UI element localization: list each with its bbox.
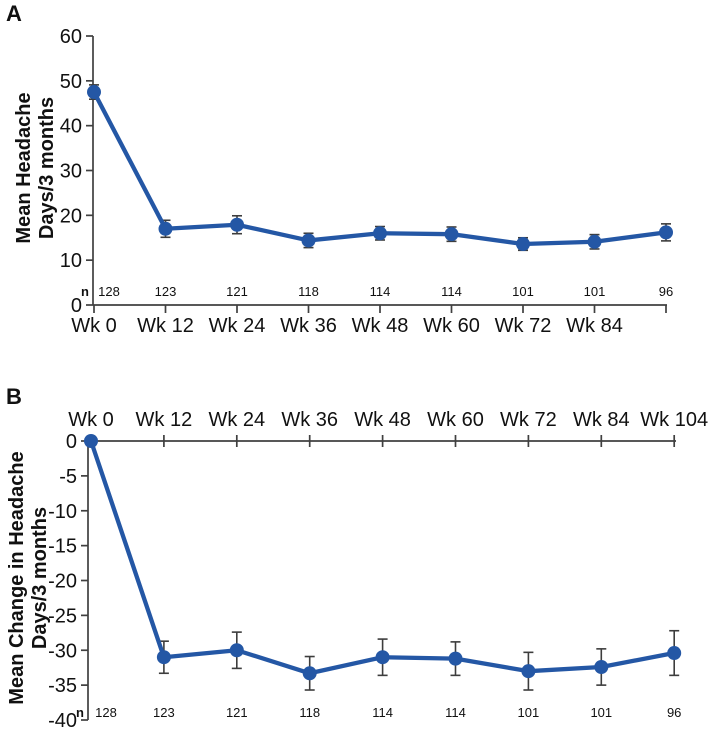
x-tick-label: Wk 84 [566,315,623,337]
data-point [659,225,673,240]
n-row-value: 101 [518,705,540,720]
x-tick-label: Wk 12 [137,315,194,337]
series-line [91,89,669,247]
n-row-label: n [81,284,89,299]
n-row-value: 96 [667,705,681,720]
data-point [158,221,173,236]
panel-a-label: A [6,1,22,26]
data-point [229,643,244,658]
n-row-value: 114 [445,705,466,720]
y-tick-label: 10 [60,250,82,272]
x-tick-label: Wk 60 [423,315,480,337]
panel-b-label: B [6,384,22,409]
x-tick-label: Wk 0 [68,409,114,431]
data-point [667,646,682,661]
n-row-value: 114 [370,284,391,299]
n-row-value: 123 [155,284,177,299]
y-tick-label: 50 [60,71,82,93]
data-point [84,434,98,448]
data-point [587,234,602,249]
n-row-value: 96 [659,284,673,299]
y-tick-label: -20 [48,571,77,593]
data-point [373,226,387,241]
x-tick-label: Wk 36 [281,409,338,431]
y-tick-label: 0 [71,295,82,317]
n-row-value: 121 [226,705,248,720]
panel-b-y-axis-title-line2: Days/3 months [29,507,51,649]
x-tick-label: Wk 48 [354,409,411,431]
y-tick-label: -30 [48,640,77,662]
data-point [521,664,536,679]
y-tick-label: 60 [60,26,82,48]
panel-b-y-axis-title-line1: Mean Change in Headache [6,451,28,704]
data-point [87,85,101,100]
data-point [516,237,530,252]
x-tick-label: Wk 12 [136,409,193,431]
y-tick-label: 40 [60,116,82,138]
x-tick-label: Wk 24 [209,315,266,337]
panel-a-y-axis-title-line2: Days/3 months [36,97,58,239]
y-tick-label: -10 [48,501,77,523]
n-row-value: 101 [590,705,612,720]
x-tick-label: Wk 72 [495,315,552,337]
n-row-value: 118 [299,705,320,720]
data-point [156,650,171,665]
panel-a-plot: 60 50 40 30 20 10 0Wk 0 Wk 12 Wk 24 Wk 36 Wk 48 Wk … [60,26,673,337]
n-row-value: 101 [512,284,534,299]
y-tick-label: 0 [66,431,77,453]
panel-b-plot: 0 -5 -10 -15 -20 -25 -30 -35 -40 Wk 0 Wk 12 Wk 24 Wk… [48,409,708,729]
n-row-value: 123 [153,705,175,720]
n-row-value: 128 [98,284,120,299]
y-tick-label: -40 [48,710,77,729]
x-tick-label: Wk 0 [71,315,117,337]
x-tick-label: Wk 48 [352,315,409,337]
x-tick-label: Wk 36 [280,315,337,337]
n-row-value: 121 [226,284,248,299]
y-tick-label: -5 [59,466,77,488]
n-row-value: 114 [441,284,462,299]
y-tick-label: -15 [48,536,77,558]
y-tick-label: -25 [48,605,77,627]
x-tick-label: Wk 24 [208,409,265,431]
data-point [594,659,609,674]
panel-a-y-axis-title-line1: Mean Headache [13,92,35,243]
n-row-value: 128 [95,705,117,720]
n-row-value: 118 [298,284,319,299]
data-point [448,651,463,666]
y-tick-label: -35 [48,675,77,697]
y-tick-label: 30 [60,161,82,183]
x-tick-label: Wk 84 [573,409,630,431]
data-point [375,650,390,665]
data-point [301,233,316,248]
data-point [230,217,244,232]
x-tick-label: Wk 72 [500,409,557,431]
data-point [444,227,459,242]
y-tick-label: 20 [60,205,82,227]
n-row-label: n [76,705,84,720]
x-tick-label: Wk 104 [640,409,708,431]
data-point [302,666,317,681]
x-tick-label: Wk 60 [427,409,484,431]
n-row-value: 101 [584,284,606,299]
n-row-value: 114 [372,705,393,720]
